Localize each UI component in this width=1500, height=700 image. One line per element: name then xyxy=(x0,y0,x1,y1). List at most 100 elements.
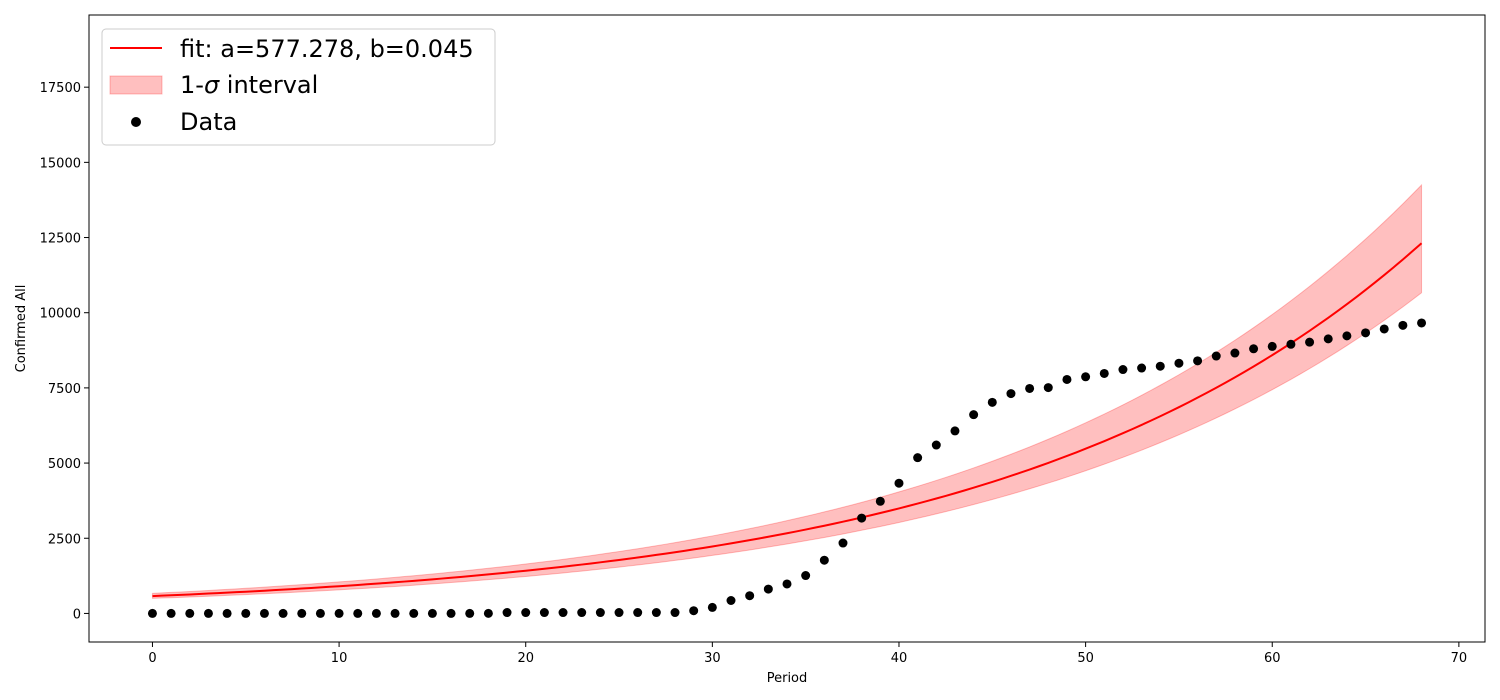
data-point xyxy=(446,608,456,618)
y-axis-label: Confirmed All xyxy=(14,285,29,373)
data-point xyxy=(1249,344,1259,354)
data-point xyxy=(1342,331,1352,341)
data-point xyxy=(1137,363,1147,373)
data-point xyxy=(521,608,531,618)
x-tick-label: 30 xyxy=(704,651,721,666)
data-point xyxy=(987,397,997,407)
data-point xyxy=(465,608,475,618)
data-point xyxy=(931,440,941,450)
data-point xyxy=(1174,358,1184,368)
data-point xyxy=(1361,328,1371,338)
data-point xyxy=(950,426,960,436)
legend-interval-symbol: σ xyxy=(204,71,220,99)
y-tick-label: 12500 xyxy=(40,232,81,247)
data-point xyxy=(278,608,288,618)
data-point xyxy=(1099,368,1109,378)
y-tick-label: 15000 xyxy=(40,156,81,171)
y-tick-label: 7500 xyxy=(48,382,81,397)
data-point xyxy=(315,608,325,618)
data-point xyxy=(819,555,829,565)
legend-interval-suffix: interval xyxy=(219,71,318,99)
data-point xyxy=(1286,339,1296,349)
data-point xyxy=(427,608,437,618)
data-point xyxy=(633,608,643,618)
data-point xyxy=(558,608,568,618)
legend-interval-prefix: 1- xyxy=(180,71,204,99)
data-point xyxy=(1062,374,1072,384)
data-point xyxy=(838,538,848,548)
x-tick-label: 20 xyxy=(517,651,534,666)
data-point xyxy=(1081,372,1091,382)
legend-data-label: Data xyxy=(180,108,237,136)
data-point xyxy=(707,602,717,612)
data-point xyxy=(1230,348,1240,358)
fit-line xyxy=(152,242,1423,598)
data-point xyxy=(1379,324,1389,334)
data-point xyxy=(595,608,605,618)
data-point xyxy=(1118,365,1128,375)
data-point xyxy=(166,608,176,618)
data-point xyxy=(1305,337,1315,347)
x-axis-ticks: 0 10 20 30 40 50 60 70 xyxy=(148,642,1467,666)
data-point xyxy=(875,496,885,506)
data-point xyxy=(353,608,363,618)
data-point xyxy=(483,608,493,618)
data-point xyxy=(745,591,755,601)
legend: fit: a=577.278, b=0.045 1-σ interval Dat… xyxy=(101,28,496,146)
data-point xyxy=(577,608,587,618)
data-point xyxy=(614,608,624,618)
data-point xyxy=(1417,318,1427,328)
x-tick-label: 0 xyxy=(148,651,156,666)
data-point xyxy=(782,579,792,589)
y-tick-label: 17500 xyxy=(40,81,81,96)
x-tick-label: 50 xyxy=(1077,651,1094,666)
data-point xyxy=(259,608,269,618)
x-tick-label: 60 xyxy=(1264,651,1281,666)
data-point xyxy=(147,608,157,618)
data-point xyxy=(1398,320,1408,330)
x-axis-label: Period xyxy=(767,671,808,686)
data-point xyxy=(1025,383,1035,393)
x-tick-label: 10 xyxy=(331,651,348,666)
data-point xyxy=(1267,341,1277,351)
y-tick-label: 2500 xyxy=(48,532,81,547)
data-point xyxy=(371,608,381,618)
y-tick-label: 0 xyxy=(73,607,81,622)
data-point xyxy=(1211,351,1221,361)
x-tick-label: 70 xyxy=(1451,651,1468,666)
data-point xyxy=(539,608,549,618)
data-point xyxy=(1043,383,1053,393)
legend-interval-label: 1-σ interval xyxy=(180,71,318,99)
data-point xyxy=(857,513,867,523)
data-point xyxy=(1193,356,1203,366)
data-point xyxy=(969,410,979,420)
data-point xyxy=(1155,361,1165,371)
data-point xyxy=(763,584,773,594)
data-point xyxy=(241,608,251,618)
y-tick-label: 10000 xyxy=(40,307,81,322)
data-point xyxy=(334,608,344,618)
data-point xyxy=(185,608,195,618)
data-point xyxy=(409,608,419,618)
data-point xyxy=(1323,334,1333,344)
data-point xyxy=(203,608,213,618)
data-point xyxy=(651,608,661,618)
legend-interval-swatch xyxy=(109,75,163,95)
data-point xyxy=(894,478,904,488)
y-axis-ticks: 0 2500 5000 7500 10000 12500 15000 17500 xyxy=(40,81,89,622)
axes-frame xyxy=(88,14,1486,643)
x-tick-label: 40 xyxy=(891,651,908,666)
data-point xyxy=(222,608,232,618)
legend-fit-label: fit: a=577.278, b=0.045 xyxy=(180,35,474,63)
data-point xyxy=(913,453,923,463)
data-point xyxy=(670,608,680,618)
data-point xyxy=(1006,389,1016,399)
data-point xyxy=(801,571,811,581)
data-point xyxy=(726,596,736,605)
data-point xyxy=(689,606,699,616)
legend-box xyxy=(101,28,496,146)
data-point xyxy=(390,608,400,618)
y-tick-label: 5000 xyxy=(48,457,81,472)
legend-data-marker xyxy=(131,117,141,127)
